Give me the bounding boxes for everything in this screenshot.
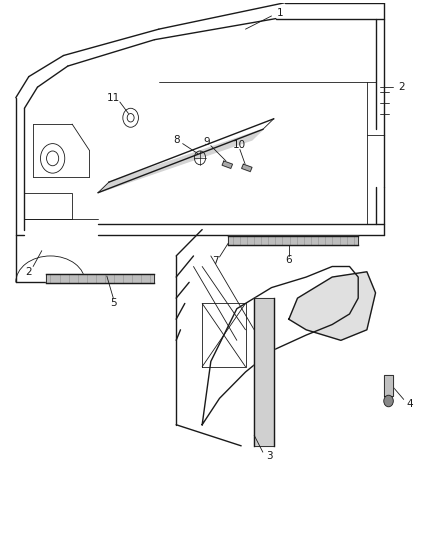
Bar <box>25 192 72 219</box>
Polygon shape <box>241 164 251 172</box>
Polygon shape <box>222 161 232 168</box>
Text: 9: 9 <box>203 137 209 147</box>
Polygon shape <box>98 130 262 192</box>
Text: 5: 5 <box>110 298 117 309</box>
Polygon shape <box>383 375 392 395</box>
Polygon shape <box>254 298 273 446</box>
Text: 3: 3 <box>265 451 272 462</box>
Text: 6: 6 <box>285 255 292 265</box>
Text: 2: 2 <box>397 82 404 92</box>
Text: 2: 2 <box>25 267 32 277</box>
Text: 8: 8 <box>173 135 179 145</box>
Text: 1: 1 <box>276 9 283 18</box>
Polygon shape <box>46 274 154 284</box>
Text: 4: 4 <box>406 399 413 409</box>
Text: 7: 7 <box>212 256 218 266</box>
Polygon shape <box>228 236 357 245</box>
Text: 10: 10 <box>233 140 246 150</box>
Polygon shape <box>288 272 374 341</box>
Circle shape <box>383 395 392 407</box>
Text: 11: 11 <box>106 93 120 103</box>
